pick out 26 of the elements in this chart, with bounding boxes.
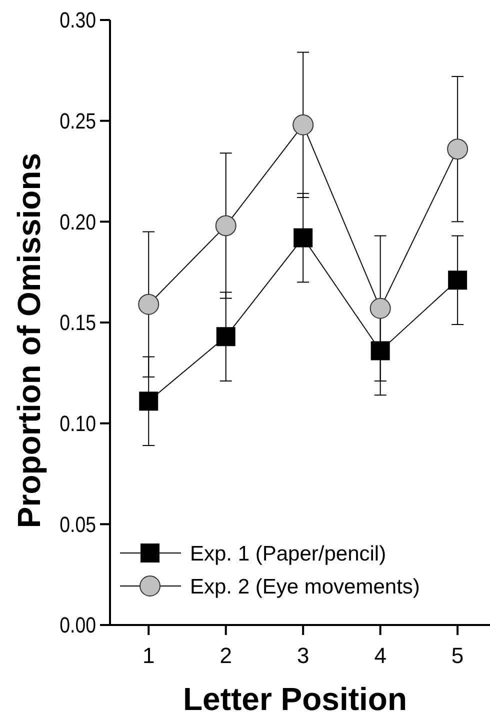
x-tick-label: 5 xyxy=(451,643,464,668)
point xyxy=(370,298,391,319)
x-tick-label: 2 xyxy=(220,643,232,668)
point xyxy=(292,114,314,136)
legend-label: Exp. 2 (Eye movements) xyxy=(190,575,420,598)
y-axis-title: Proportion of Omissions xyxy=(11,152,47,528)
legend-label: Exp. 1 (Paper/pencil) xyxy=(190,542,386,566)
x-tick-label: 3 xyxy=(296,643,310,668)
point xyxy=(216,327,236,346)
y-tick-label: 0.15 xyxy=(60,312,96,336)
point xyxy=(294,228,313,248)
point xyxy=(370,341,390,360)
point xyxy=(448,270,468,290)
point xyxy=(447,138,468,160)
y-tick-label: 0.20 xyxy=(60,211,96,235)
x-tick-label: 1 xyxy=(142,643,155,668)
point xyxy=(139,392,158,411)
y-tick-label: 0.10 xyxy=(60,412,96,436)
y-tick-label: 0.05 xyxy=(60,514,96,538)
x-axis-title: Letter Position xyxy=(182,681,408,717)
point xyxy=(138,294,160,315)
y-tick-label: 0.30 xyxy=(60,9,96,34)
y-tick-label: 0.25 xyxy=(60,110,96,134)
x-tick-label: 4 xyxy=(374,643,386,668)
y-tick-label: 0.00 xyxy=(60,614,96,638)
point xyxy=(215,215,236,236)
